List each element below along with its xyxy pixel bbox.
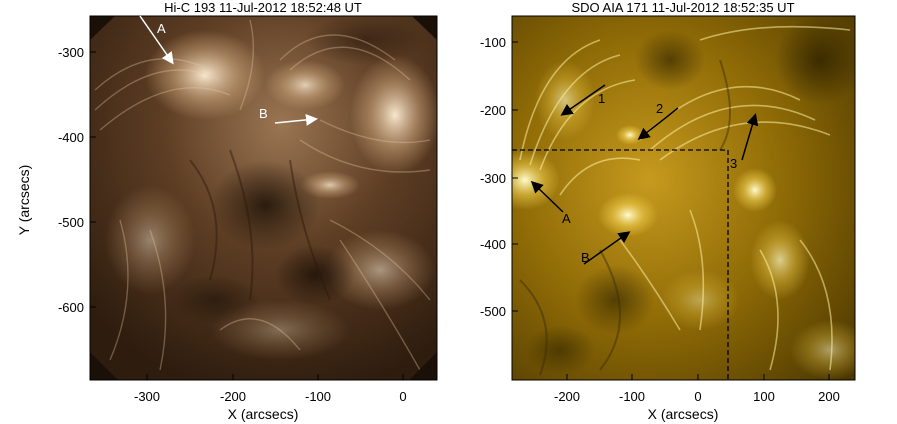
aia-arrow-b: [583, 231, 631, 265]
hic-image: [90, 16, 437, 380]
aia-label-b: B: [581, 250, 590, 265]
aia-arrow-a: [530, 180, 564, 213]
hic-x-ticks: [146, 374, 404, 380]
aia-ytick-label: -300: [480, 171, 506, 186]
aia-x-ticks: [566, 374, 830, 380]
aia-label-2: 2: [656, 101, 663, 116]
hic-xtick-label: 0: [399, 389, 406, 404]
hic-ytick-label: -400: [58, 130, 84, 145]
aia-arrow-1: [560, 84, 606, 116]
hic-arrow-b: [274, 113, 318, 126]
hic-label-a: A: [157, 21, 166, 36]
hic-panel: A B -300 -400 -500 -600 -300 -200 -100 0…: [16, 0, 438, 422]
hic-xlabel: X (arcsecs): [228, 406, 299, 422]
hic-ytick-label: -600: [58, 300, 84, 315]
aia-ytick-label: -400: [480, 237, 506, 252]
aia-label-1: 1: [598, 91, 605, 106]
hic-ytick-label: -300: [58, 45, 84, 60]
aia-ytick-label: -500: [480, 304, 506, 319]
aia-label-a: A: [562, 211, 571, 226]
hic-fov-box: [512, 149, 729, 380]
aia-arrow-3: [741, 113, 759, 161]
aia-xtick-label: -100: [619, 389, 645, 404]
aia-xtick-label: 100: [753, 389, 775, 404]
hic-ylabel: Y (arcsecs): [16, 165, 32, 236]
hic-xtick-label: -200: [220, 389, 246, 404]
aia-xtick-label: 0: [694, 389, 701, 404]
hic-y-ticks: [90, 51, 96, 308]
aia-panel: 1 2 3 A B -100 -200 -300 -400 -500 -200 …: [480, 0, 856, 422]
aia-title: SDO AIA 171 11-Jul-2012 18:52:35 UT: [571, 0, 794, 15]
hic-title: Hi-C 193 11-Jul-2012 18:52:48 UT: [164, 0, 362, 15]
hic-ytick-label: -500: [58, 215, 84, 230]
aia-xtick-label: 200: [818, 389, 840, 404]
aia-y-ticks: [512, 41, 518, 312]
aia-label-3: 3: [730, 156, 737, 171]
aia-xtick-label: -200: [554, 389, 580, 404]
aia-ytick-label: -200: [480, 103, 506, 118]
hic-xtick-label: -300: [134, 389, 160, 404]
aia-ytick-label: -100: [480, 35, 506, 50]
hic-xtick-label: -100: [305, 389, 331, 404]
hic-arrow-a: [139, 15, 174, 65]
aia-xlabel: X (arcsecs): [648, 406, 719, 422]
aia-arrow-2: [637, 107, 679, 140]
hic-label-b: B: [259, 106, 268, 121]
aia-image: [512, 16, 855, 380]
